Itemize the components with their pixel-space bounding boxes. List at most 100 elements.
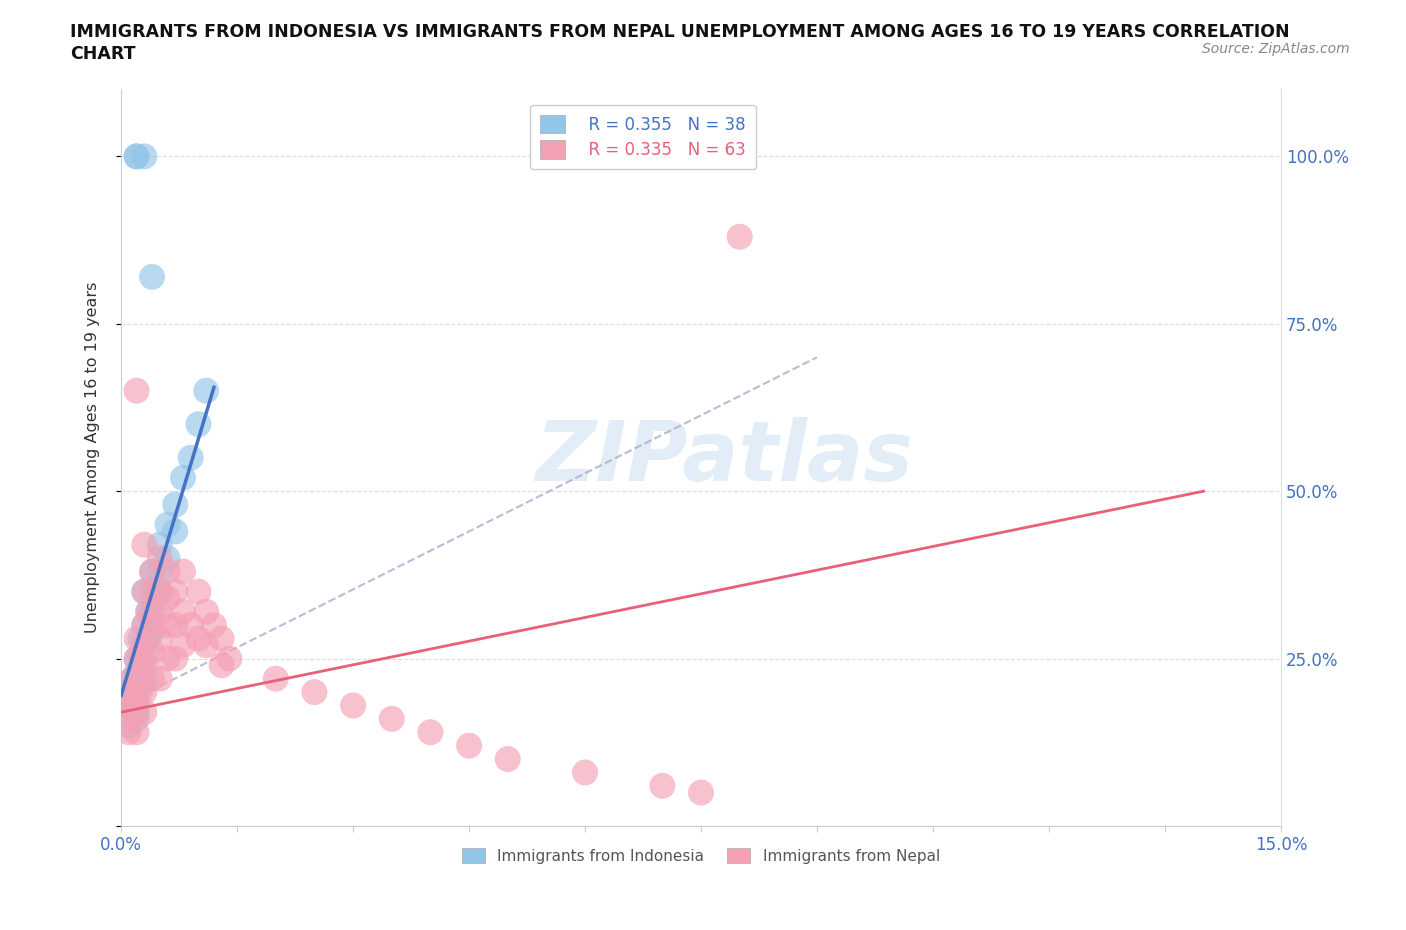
Point [134, 705, 156, 720]
Point [121, 671, 143, 686]
Point [141, 624, 163, 639]
Point [136, 604, 159, 619]
Point [195, 383, 218, 398]
Text: ZIPatlas: ZIPatlas [536, 418, 912, 498]
Point [125, 671, 148, 686]
Point [141, 584, 163, 599]
Point [134, 149, 156, 164]
Point [156, 651, 179, 666]
Point [141, 565, 163, 579]
Point [118, 698, 141, 713]
Point [118, 724, 141, 739]
Point [149, 671, 172, 686]
Point [172, 565, 194, 579]
Point [121, 698, 143, 713]
Point [125, 724, 148, 739]
Point [125, 149, 148, 164]
Point [141, 270, 163, 285]
Point [195, 638, 218, 653]
Point [419, 724, 441, 739]
Point [165, 618, 187, 632]
Point [121, 671, 143, 686]
Point [134, 658, 156, 672]
Point [125, 665, 148, 680]
Text: Source: ZipAtlas.com: Source: ZipAtlas.com [1202, 42, 1350, 56]
Point [195, 604, 218, 619]
Point [118, 698, 141, 713]
Point [125, 631, 148, 646]
Point [149, 565, 172, 579]
Point [218, 651, 240, 666]
Point [149, 551, 172, 565]
Point [211, 658, 233, 672]
Point [651, 778, 673, 793]
Point [121, 691, 143, 706]
Point [125, 651, 148, 666]
Point [134, 638, 156, 653]
Point [136, 631, 159, 646]
Point [136, 604, 159, 619]
Point [125, 684, 148, 699]
Point [134, 618, 156, 632]
Point [165, 498, 187, 512]
Point [134, 584, 156, 599]
Point [129, 631, 152, 646]
Point [118, 711, 141, 726]
Point [180, 618, 202, 632]
Point [125, 651, 148, 666]
Point [125, 698, 148, 713]
Point [187, 417, 209, 432]
Point [141, 671, 163, 686]
Point [125, 149, 148, 164]
Point [165, 584, 187, 599]
Text: CHART: CHART [70, 45, 136, 62]
Point [149, 584, 172, 599]
Point [125, 705, 148, 720]
Point [129, 651, 152, 666]
Point [134, 684, 156, 699]
Point [172, 471, 194, 485]
Point [149, 538, 172, 552]
Point [118, 684, 141, 699]
Point [458, 738, 481, 753]
Point [134, 584, 156, 599]
Point [496, 751, 519, 766]
Point [141, 618, 163, 632]
Legend: Immigrants from Indonesia, Immigrants from Nepal: Immigrants from Indonesia, Immigrants fr… [456, 842, 946, 870]
Point [125, 684, 148, 699]
Point [156, 618, 179, 632]
Point [125, 383, 148, 398]
Point [690, 785, 713, 800]
Point [149, 604, 172, 619]
Point [180, 450, 202, 465]
Point [134, 538, 156, 552]
Text: IMMIGRANTS FROM INDONESIA VS IMMIGRANTS FROM NEPAL UNEMPLOYMENT AMONG AGES 16 TO: IMMIGRANTS FROM INDONESIA VS IMMIGRANTS … [70, 23, 1289, 41]
Point [134, 638, 156, 653]
Point [156, 517, 179, 532]
Point [304, 684, 326, 699]
Point [187, 584, 209, 599]
Point [118, 718, 141, 733]
Point [172, 604, 194, 619]
Point [156, 565, 179, 579]
Point [342, 698, 364, 713]
Point [728, 230, 751, 245]
Point [156, 591, 179, 605]
Point [202, 618, 225, 632]
Point [129, 658, 152, 672]
Point [118, 684, 141, 699]
Point [574, 765, 596, 780]
Point [165, 651, 187, 666]
Point [264, 671, 287, 686]
Point [141, 565, 163, 579]
Point [134, 618, 156, 632]
Point [141, 604, 163, 619]
Point [141, 644, 163, 659]
Point [134, 671, 156, 686]
Point [156, 551, 179, 565]
Point [129, 684, 152, 699]
Point [381, 711, 404, 726]
Point [211, 631, 233, 646]
Point [149, 631, 172, 646]
Point [172, 638, 194, 653]
